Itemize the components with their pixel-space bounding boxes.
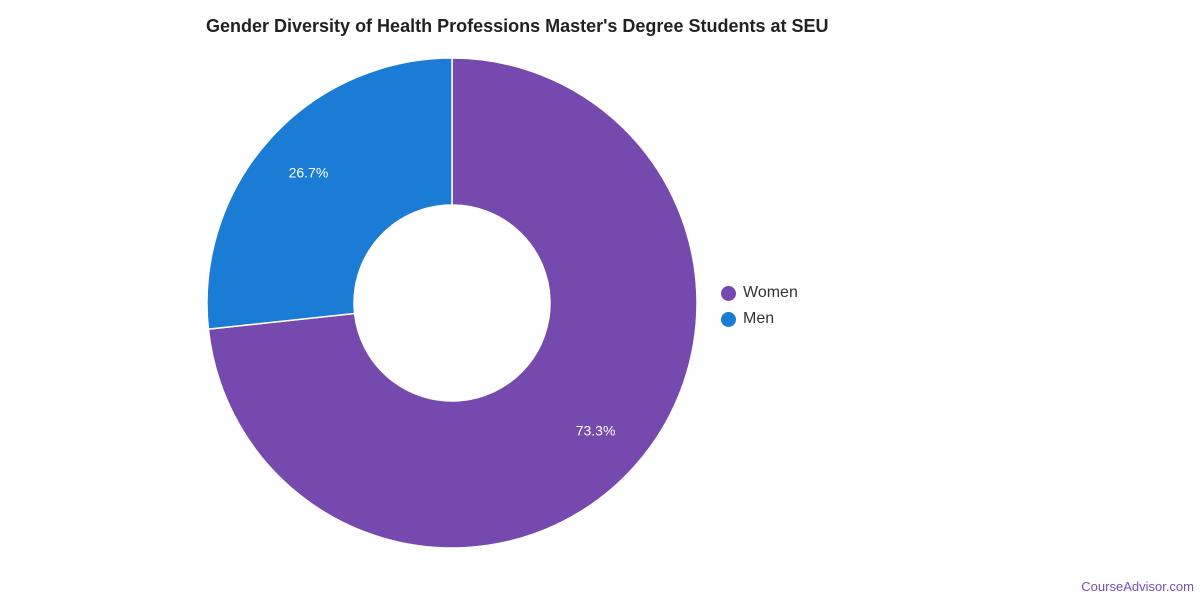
slice-label-men: 26.7% <box>289 165 329 181</box>
legend-swatch-men <box>721 311 736 327</box>
slice-label-women: 73.3% <box>576 423 616 439</box>
legend: Women Men <box>721 280 798 332</box>
slice-men[interactable] <box>206 57 453 330</box>
slice-women[interactable] <box>207 57 698 549</box>
legend-label-men: Men <box>743 310 775 327</box>
legend-swatch-women <box>721 285 736 301</box>
legend-item-men[interactable]: Men <box>721 306 798 332</box>
legend-label-women: Women <box>743 284 798 301</box>
chart-title: Gender Diversity of Health Professions M… <box>206 16 829 36</box>
site-credit[interactable]: CourseAdvisor.com <box>1081 579 1194 594</box>
legend-item-women[interactable]: Women <box>721 280 798 306</box>
